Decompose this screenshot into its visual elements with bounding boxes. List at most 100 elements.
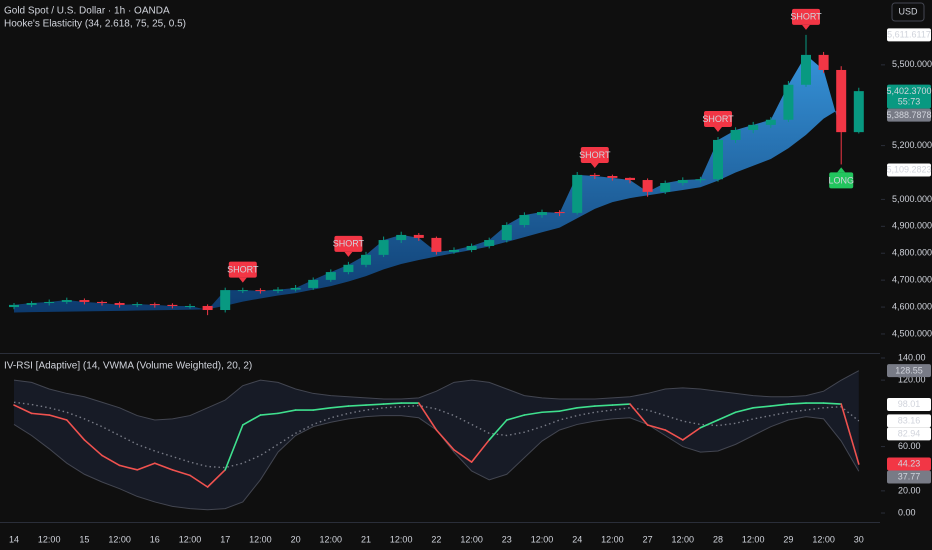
axis-label: 128.55 [895,365,923,375]
y-tick-label: 5,200.0000 [892,140,932,150]
rsi-segment [259,412,279,416]
axis-label: 37.77 [898,472,921,482]
short-label: SHORT [333,239,365,249]
indicator-line [13,370,860,421]
rsi-segment [13,404,33,415]
x-tick-label: 22 [431,534,441,544]
y-tick-label: 4,600.0000 [892,301,932,311]
short-signal [704,110,732,127]
rsi-segment [312,407,332,411]
axis-label: 5,388.7878 [886,110,931,120]
x-tick-label: 12:00 [672,534,695,544]
rsi-segment [593,404,614,407]
x-tick-label: 14 [9,534,19,544]
short-signal [334,235,363,252]
rsi-segment [558,407,579,412]
candle-body [61,300,72,302]
currency-button[interactable] [891,2,925,22]
candle-body [308,279,319,288]
y-tick-label: 4,500.0000 [892,328,932,338]
rsi-segment [154,462,174,471]
candle-body [413,234,424,238]
x-tick-label: 29 [783,534,793,544]
candle-body [466,245,477,251]
x-tick-label: 12:00 [601,534,624,544]
rsi-segment [717,411,737,421]
candle-body [818,54,829,70]
candle-body [642,180,653,192]
rsi-segment [30,412,51,416]
rsi-segment [576,405,596,409]
axis-label-box [887,427,931,441]
candle-body [853,91,864,133]
x-tick-label: 12:00 [460,534,483,544]
short-label: SHORT [227,265,259,275]
candle-body [554,212,565,214]
currency[interactable]: USD [898,6,918,16]
long-label: LONG [828,175,854,185]
x-tick-label: 12:00 [179,534,202,544]
rsi-segment [48,414,68,421]
candle-body [396,234,407,241]
rsi-segment [417,402,438,431]
axis-label-box [887,397,931,411]
candle-body [625,177,635,181]
rsi-segment [242,414,262,426]
rsi-segment [664,429,684,441]
x-tick-label: 12:00 [742,534,765,544]
rsi-segment [752,405,772,409]
y-tick-label: 0.00 [898,507,916,517]
candle-body [765,119,776,125]
x-tick-label: 12:00 [531,534,554,544]
rsi-segment [347,404,367,407]
x-tick-label: 12:00 [390,534,413,544]
candle-body [361,254,371,265]
candle-body [449,250,459,252]
x-tick-label: 28 [713,534,723,544]
axis-label: 5,402.3700 [886,86,931,96]
rsi-segment [277,409,297,415]
x-tick-label: 24 [572,534,582,544]
rsi-segment [541,410,561,414]
short-pointer [714,126,722,132]
rsi-title: IV-RSI [Adaptive] (14, VWMA (Volume Weig… [4,361,252,372]
rsi-segment [523,411,543,416]
elasticity-band [14,54,842,313]
candle-body [695,179,706,181]
short-signal [792,8,820,25]
rsi-segment [787,402,807,405]
candle-body [185,305,195,307]
x-tick-label: 20 [291,534,301,544]
candle-body [9,304,19,308]
rsi-segment [206,469,226,488]
x-tick-label: 15 [79,534,89,544]
candle-body [79,300,90,302]
rsi-segment [734,407,755,414]
y-tick-label: 140.00 [898,352,926,362]
candle-body [713,139,723,180]
candle-body [607,176,618,178]
x-tick-label: 27 [643,534,653,544]
rsi-segment [118,464,138,471]
y-tick-label: 5,500.0000 [892,59,932,69]
candle-body [149,304,160,306]
axis-label-box [887,108,931,122]
rsi-segment [83,439,103,457]
rsi-segment [699,419,719,429]
axis-label: 44.23 [898,459,921,469]
short-signal [580,147,609,164]
y-tick-label: 5,000.0000 [892,194,932,204]
candle-body [836,69,847,133]
candle-body [325,272,336,280]
candle-body [783,84,794,120]
candle-body [132,304,143,306]
short-pointer [802,24,810,30]
axis-label: 82.94 [898,429,921,439]
candle-body [537,212,547,216]
long-signal [829,172,854,189]
axis-label-box [887,28,931,42]
x-tick-label: 17 [220,534,230,544]
x-tick-label: 12:00 [108,534,131,544]
candle-body [501,224,512,241]
